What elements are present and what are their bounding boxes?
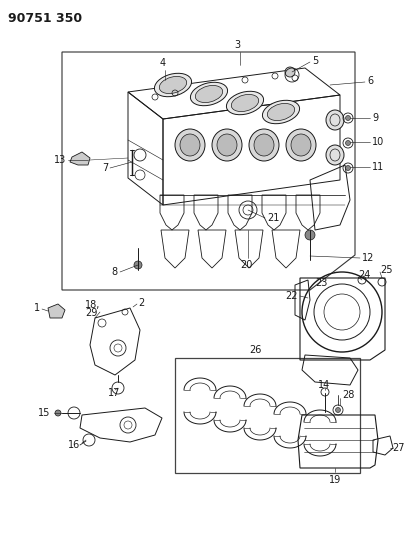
Text: 3: 3 [234, 40, 240, 50]
Circle shape [134, 261, 142, 269]
Text: 8: 8 [112, 267, 118, 277]
Ellipse shape [154, 74, 192, 96]
Circle shape [335, 408, 341, 413]
Circle shape [346, 141, 350, 146]
Polygon shape [70, 152, 90, 165]
Circle shape [285, 67, 295, 77]
Ellipse shape [212, 129, 242, 161]
Text: 16: 16 [68, 440, 80, 450]
Ellipse shape [226, 91, 264, 115]
Text: 10: 10 [372, 137, 384, 147]
Bar [175, 358, 360, 473]
Text: 28: 28 [342, 390, 355, 400]
Text: 29: 29 [85, 308, 98, 318]
Text: 15: 15 [38, 408, 50, 418]
Ellipse shape [191, 82, 228, 106]
Ellipse shape [254, 134, 274, 156]
Text: 14: 14 [318, 380, 330, 390]
Polygon shape [48, 304, 65, 318]
Ellipse shape [267, 103, 295, 120]
Ellipse shape [159, 76, 187, 93]
Text: 4: 4 [160, 58, 166, 68]
Text: 9: 9 [372, 113, 378, 123]
Circle shape [346, 116, 350, 120]
Text: 5: 5 [312, 56, 318, 66]
Text: 11: 11 [372, 162, 384, 172]
Ellipse shape [326, 110, 344, 130]
Ellipse shape [326, 145, 344, 165]
Text: 1: 1 [34, 303, 40, 313]
Text: 90751 350: 90751 350 [8, 12, 82, 25]
Text: 6: 6 [367, 76, 373, 86]
Text: 17: 17 [108, 388, 120, 398]
Text: 27: 27 [392, 443, 404, 453]
Text: 22: 22 [286, 291, 298, 301]
Circle shape [346, 166, 350, 171]
Text: 21: 21 [267, 213, 279, 223]
Text: 19: 19 [329, 475, 341, 485]
Ellipse shape [175, 129, 205, 161]
Circle shape [305, 230, 315, 240]
Ellipse shape [180, 134, 200, 156]
Ellipse shape [195, 85, 223, 102]
Text: 26: 26 [249, 345, 261, 355]
Text: 2: 2 [138, 298, 144, 308]
Ellipse shape [262, 100, 299, 124]
Text: 20: 20 [240, 260, 252, 270]
Ellipse shape [249, 129, 279, 161]
Text: 13: 13 [54, 155, 66, 165]
Ellipse shape [231, 94, 259, 111]
Text: 25: 25 [380, 265, 392, 275]
Ellipse shape [286, 129, 316, 161]
Ellipse shape [217, 134, 237, 156]
Ellipse shape [291, 134, 311, 156]
Text: 23: 23 [315, 278, 327, 288]
Text: 18,: 18, [85, 300, 100, 310]
Text: 12: 12 [362, 253, 375, 263]
Text: 7: 7 [102, 163, 108, 173]
Text: 24: 24 [358, 270, 370, 280]
Circle shape [55, 410, 61, 416]
